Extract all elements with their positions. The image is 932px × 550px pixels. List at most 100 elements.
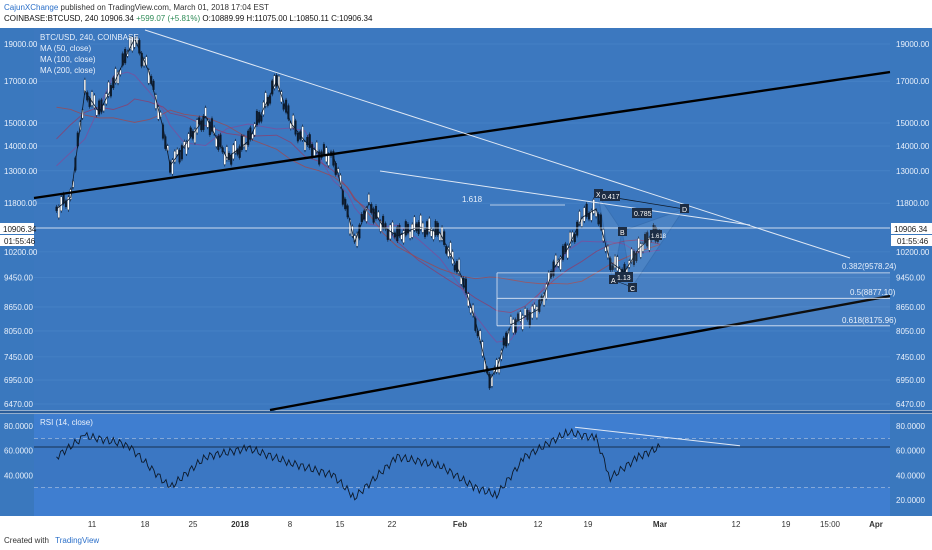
candle-body	[365, 207, 368, 222]
last-price-box-right	[891, 223, 932, 234]
fib-zone	[497, 272, 890, 299]
candle-body	[379, 220, 382, 232]
price-tick-right: 11800.00	[896, 199, 929, 208]
candle-body	[583, 207, 586, 222]
fib-label-0618: 0.618(8175.96)	[842, 316, 897, 325]
pattern-ratio-1-label: 0.417	[602, 194, 620, 201]
pattern-point-d[interactable]: D	[680, 204, 689, 214]
candle-body	[260, 115, 263, 122]
price-tick-left: 10200.00	[4, 248, 38, 257]
candle-body	[356, 233, 359, 247]
left-price-axis[interactable]	[0, 28, 34, 410]
created-with: Created with TradingView	[4, 536, 99, 545]
candle-body	[402, 230, 405, 243]
ma200-line[interactable]	[56, 106, 661, 285]
legend-ma100[interactable]: MA (100, close)	[40, 55, 96, 64]
candle-body	[176, 149, 179, 155]
chart-footer: Created with TradingView	[0, 532, 932, 550]
last-price-right: 10906.34	[894, 225, 928, 234]
rsi-divergence-line[interactable]	[574, 426, 741, 447]
candle-body	[430, 228, 433, 237]
chart-canvas[interactable]: 19000.00 19000.00 17000.00 17000.00 15000.00…	[0, 28, 932, 532]
candle-body	[400, 234, 403, 240]
candle-body	[592, 199, 595, 214]
pattern-ratio-2-label: 0.785	[634, 211, 652, 218]
pattern-point-x[interactable]: X	[594, 189, 603, 199]
right-price-axis[interactable]	[890, 28, 932, 410]
price-tick-right: 19000.00	[896, 40, 930, 49]
price-pane[interactable]	[34, 28, 890, 410]
pattern-xab[interactable]	[597, 194, 623, 281]
price-tick-left: 19000.00	[4, 40, 38, 49]
candle-body	[386, 229, 389, 240]
legend-rsi[interactable]: RSI (14, close)	[40, 418, 93, 427]
rsi-tick-right: 80.0000	[896, 422, 925, 431]
tradingview-logo[interactable]: TradingView	[55, 536, 100, 545]
author-link[interactable]: CajunXChange	[4, 3, 59, 12]
candle-body	[301, 126, 304, 141]
price-tick-left: 6950.00	[4, 376, 33, 385]
candle-body	[114, 68, 117, 83]
candle-body	[107, 81, 110, 97]
channel-upper-line[interactable]	[33, 70, 891, 200]
price-tick-left: 8650.00	[4, 303, 33, 312]
pattern-point-c[interactable]: C	[628, 283, 637, 293]
rsi-pane[interactable]	[34, 414, 890, 516]
candle-body	[502, 337, 505, 346]
candle-body	[535, 306, 538, 318]
candle-body	[219, 134, 222, 147]
publish-text: published on TradingView.com, March 01, …	[60, 3, 269, 12]
price-tick-right: 8650.00	[896, 303, 925, 312]
candle-body	[384, 223, 387, 230]
candle-body	[240, 135, 243, 151]
time-tick: Apr	[869, 520, 883, 529]
descending-trendline[interactable]	[144, 29, 851, 259]
time-tick: 12	[534, 520, 543, 529]
candle-body	[578, 211, 581, 225]
price-tick-left: 13000.00	[4, 167, 38, 176]
channel-lower-line[interactable]	[269, 294, 891, 412]
legend-ma200[interactable]: MA (200, close)	[40, 66, 96, 75]
candle-body	[251, 133, 254, 139]
time-axis[interactable]	[0, 516, 932, 532]
time-tick: 11	[88, 520, 97, 529]
pattern-point-a-label: A	[611, 278, 616, 285]
candle-body	[524, 308, 527, 316]
pattern-point-a[interactable]: A	[609, 275, 618, 285]
fib-label-0382: 0.382(9578.24)	[842, 262, 897, 271]
pattern-point-b-label: B	[620, 230, 625, 237]
price-tick-left: 7450.00	[4, 353, 33, 362]
candle-body	[247, 130, 250, 145]
candle-body	[242, 136, 245, 147]
candle-body	[121, 53, 124, 66]
candle-body	[432, 230, 435, 240]
price-tick-right: 13000.00	[896, 167, 930, 176]
candle-body	[62, 193, 65, 204]
candle-body	[306, 136, 309, 146]
target-line[interactable]	[379, 170, 751, 226]
candle-body	[639, 243, 642, 258]
time-tick: Mar	[653, 520, 667, 529]
candle-body	[255, 110, 258, 126]
candle-body	[294, 120, 297, 135]
time-tick: 19	[782, 520, 791, 529]
time-tick: 22	[388, 520, 397, 529]
ohlc-change: +599.07 (+5.81%)	[136, 14, 201, 23]
candle-body	[443, 231, 446, 245]
price-tick-left: 17000.00	[4, 77, 38, 86]
candle-body	[440, 226, 444, 241]
rsi-right-axis[interactable]	[890, 414, 932, 516]
candle-body	[372, 208, 375, 223]
pattern-bcd[interactable]	[621, 208, 686, 289]
time-tick: Feb	[453, 520, 467, 529]
candle-body	[202, 115, 205, 130]
candle-body	[413, 216, 416, 231]
candle-body	[377, 211, 380, 218]
legend-ma50[interactable]: MA (50, close)	[40, 44, 91, 53]
ma100-line[interactable]	[56, 98, 661, 313]
candle-body	[60, 196, 63, 211]
rsi-line	[56, 427, 661, 501]
rsi-left-axis[interactable]	[0, 414, 34, 516]
fib-label-05: 0.5(8877.10)	[850, 288, 896, 297]
pattern-point-b[interactable]: B	[618, 227, 627, 237]
